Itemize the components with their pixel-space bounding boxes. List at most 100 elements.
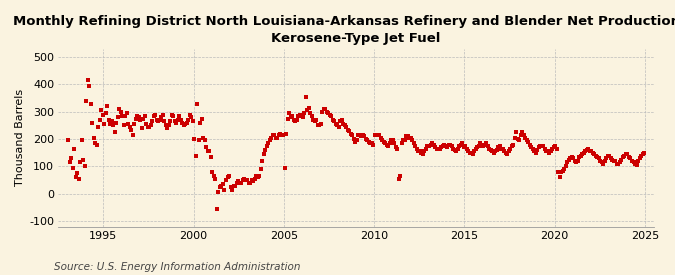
Point bbox=[294, 112, 305, 117]
Point bbox=[288, 118, 299, 122]
Point bbox=[400, 138, 410, 143]
Point bbox=[586, 149, 597, 154]
Point bbox=[482, 144, 493, 148]
Point bbox=[591, 153, 601, 158]
Point bbox=[231, 181, 242, 185]
Point bbox=[412, 147, 423, 151]
Point bbox=[290, 119, 300, 123]
Point bbox=[396, 141, 407, 145]
Point bbox=[114, 107, 125, 111]
Point bbox=[239, 177, 250, 181]
Point bbox=[157, 112, 168, 117]
Point bbox=[276, 133, 287, 137]
Point bbox=[379, 140, 389, 144]
Point bbox=[639, 151, 649, 156]
Point bbox=[183, 118, 194, 122]
Point bbox=[391, 145, 402, 150]
Point bbox=[176, 118, 186, 122]
Point bbox=[383, 144, 394, 148]
Point bbox=[189, 137, 200, 141]
Point bbox=[124, 125, 135, 129]
Point bbox=[612, 161, 622, 166]
Point bbox=[348, 137, 359, 141]
Point bbox=[320, 107, 331, 111]
Point bbox=[190, 153, 201, 158]
Point bbox=[163, 123, 174, 128]
Point bbox=[577, 152, 588, 156]
Point bbox=[261, 144, 272, 148]
Point bbox=[443, 142, 454, 147]
Point bbox=[171, 120, 182, 125]
Point bbox=[219, 188, 230, 192]
Point bbox=[168, 114, 179, 118]
Point bbox=[637, 152, 648, 156]
Point bbox=[99, 122, 109, 126]
Point bbox=[381, 142, 392, 147]
Point bbox=[499, 149, 510, 154]
Point bbox=[362, 138, 373, 143]
Point bbox=[386, 138, 397, 143]
Point bbox=[132, 114, 142, 118]
Point bbox=[445, 142, 456, 147]
Point bbox=[592, 155, 603, 159]
Point bbox=[389, 141, 400, 145]
Point bbox=[448, 147, 458, 151]
Point bbox=[532, 148, 543, 152]
Point bbox=[120, 114, 131, 118]
Point bbox=[401, 134, 412, 139]
Point bbox=[167, 112, 178, 117]
Point bbox=[228, 183, 239, 188]
Point bbox=[564, 157, 574, 162]
Point bbox=[250, 174, 261, 178]
Point bbox=[419, 149, 430, 154]
Point bbox=[259, 152, 269, 156]
Point bbox=[429, 145, 440, 150]
Point bbox=[446, 144, 457, 148]
Point bbox=[292, 118, 302, 122]
Point bbox=[449, 148, 460, 152]
Point bbox=[454, 144, 464, 148]
Point bbox=[319, 107, 329, 111]
Point bbox=[545, 149, 556, 154]
Point bbox=[234, 181, 245, 185]
Point bbox=[375, 136, 386, 140]
Point bbox=[566, 155, 577, 159]
Point bbox=[387, 138, 398, 143]
Point bbox=[477, 142, 487, 147]
Point bbox=[142, 125, 153, 129]
Point bbox=[325, 112, 335, 117]
Point bbox=[570, 159, 580, 163]
Point bbox=[636, 153, 647, 158]
Point bbox=[505, 147, 516, 151]
Point bbox=[174, 114, 185, 118]
Point bbox=[631, 163, 642, 167]
Point bbox=[297, 115, 308, 119]
Point bbox=[435, 145, 446, 150]
Point bbox=[410, 144, 421, 148]
Point bbox=[201, 145, 212, 150]
Point bbox=[620, 152, 631, 156]
Point bbox=[79, 164, 90, 169]
Point bbox=[347, 133, 358, 137]
Point bbox=[392, 147, 403, 151]
Point bbox=[440, 144, 451, 148]
Point bbox=[424, 144, 435, 148]
Point bbox=[518, 133, 529, 137]
Point bbox=[363, 140, 374, 144]
Point bbox=[368, 142, 379, 147]
Point bbox=[161, 123, 171, 128]
Point bbox=[155, 118, 165, 122]
Point bbox=[550, 144, 561, 148]
Point bbox=[215, 185, 225, 189]
Point bbox=[484, 147, 495, 151]
Point bbox=[248, 179, 259, 184]
Point bbox=[458, 145, 469, 150]
Point bbox=[512, 137, 523, 141]
Point bbox=[112, 115, 123, 119]
Point bbox=[126, 127, 136, 132]
Point bbox=[585, 149, 595, 154]
Point bbox=[88, 136, 99, 140]
Point bbox=[538, 144, 549, 148]
Point bbox=[431, 147, 442, 151]
Point bbox=[599, 159, 610, 163]
